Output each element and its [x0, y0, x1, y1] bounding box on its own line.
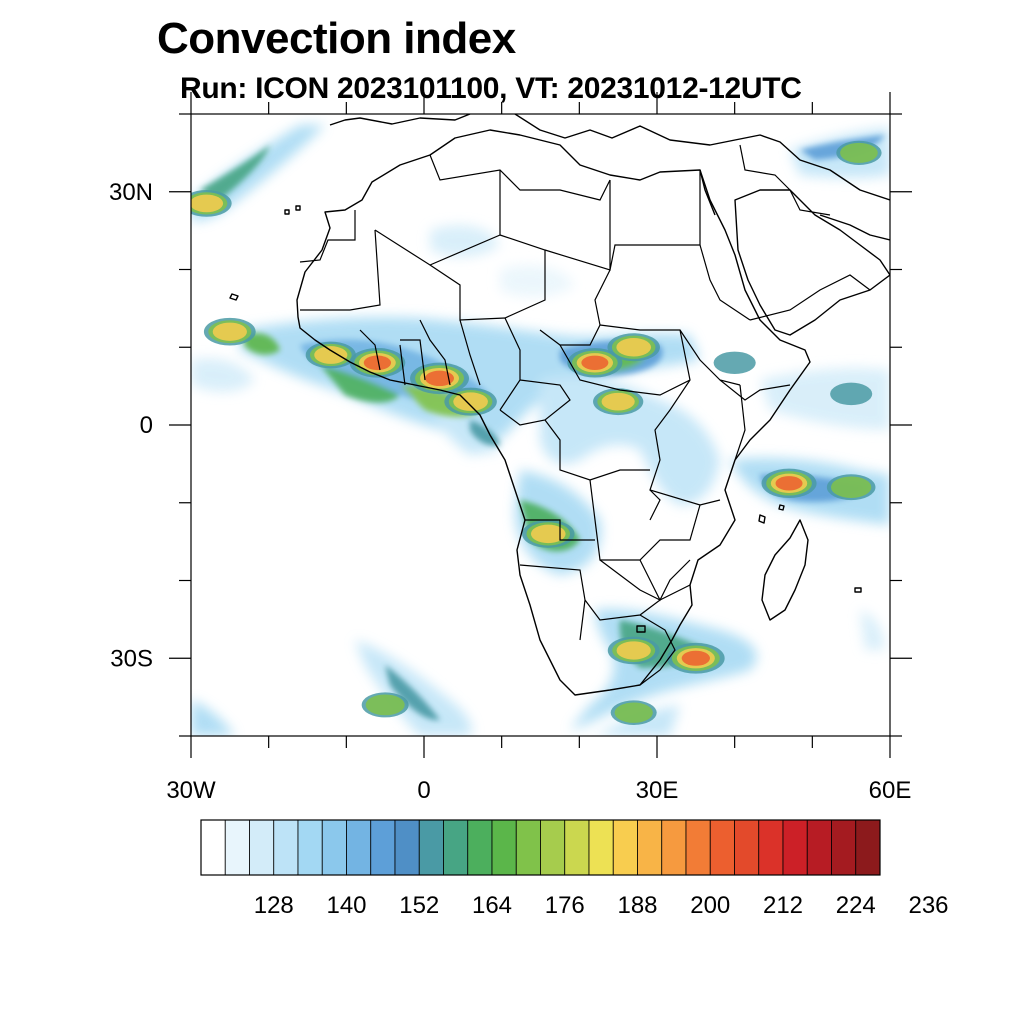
country-borders — [299, 144, 871, 686]
convection-hotspots — [191, 140, 882, 725]
colorbar-swatch — [588, 819, 614, 876]
colorbar-swatch — [661, 819, 687, 876]
colorbar-swatch — [709, 819, 735, 876]
hotspot — [607, 333, 660, 362]
colorbar-swatch — [540, 819, 566, 876]
hotspot — [713, 351, 756, 375]
hotspot — [830, 382, 873, 406]
hotspot — [567, 348, 623, 378]
colorbar-swatch — [321, 819, 347, 876]
coastlines — [229, 114, 890, 696]
colorbar-label: 164 — [472, 892, 512, 919]
hotspot-contour — [530, 524, 566, 544]
colorbar-label: 152 — [399, 892, 439, 919]
hotspot-contour — [425, 370, 454, 387]
lon-tick-label: 30W — [166, 777, 216, 804]
hotspot — [593, 388, 644, 416]
hotspot — [826, 474, 876, 501]
colorbar-swatch — [394, 819, 420, 876]
hotspot-contour — [365, 694, 405, 716]
colorbar-label: 236 — [908, 892, 948, 919]
colorbar-swatch — [564, 819, 590, 876]
hotspot — [836, 140, 882, 165]
colorbar-swatch — [855, 819, 881, 876]
chart-title: Convection index — [157, 14, 516, 63]
colorbar-swatch — [734, 819, 760, 876]
colorbar-label: 176 — [545, 892, 585, 919]
hotspot — [349, 347, 406, 378]
hotspot — [410, 362, 470, 395]
lon-tick-label: 0 — [417, 777, 430, 804]
hotspot-contour — [616, 641, 651, 660]
hotspot — [522, 519, 575, 548]
colorbar-swatch — [637, 819, 663, 876]
hotspot-contour — [830, 476, 872, 498]
hotspot — [203, 317, 256, 346]
colorbar-swatch — [491, 819, 517, 876]
colorbar-swatch — [224, 819, 250, 876]
hotspot-contour — [840, 142, 878, 163]
hotspot-contour — [775, 476, 803, 491]
colorbar-frame — [200, 819, 881, 876]
colorbar-swatch — [297, 819, 323, 876]
hotspot-contour — [713, 351, 756, 375]
hotspot-contour — [363, 355, 392, 371]
colorbar-swatch — [418, 819, 444, 876]
hotspot — [191, 190, 232, 217]
hotspot-contour — [212, 322, 247, 341]
colorbar-label: 140 — [326, 892, 366, 919]
colorbar-swatch — [273, 819, 299, 876]
hotspot — [610, 700, 657, 725]
lat-tick-label: 30S — [110, 645, 153, 672]
colorbar-swatch — [200, 819, 226, 876]
lon-tick-label: 60E — [869, 777, 912, 804]
colorbar-swatch — [443, 819, 469, 876]
colorbar-swatch — [612, 819, 638, 876]
hotspot — [666, 642, 725, 674]
hotspot — [607, 636, 660, 665]
hotspot-contour — [601, 392, 635, 411]
hotspot-contour — [314, 346, 348, 364]
colorbar-swatch — [806, 819, 832, 876]
hotspot — [361, 692, 409, 718]
hotspot-contour — [581, 355, 609, 370]
colorbar-label: 224 — [836, 892, 876, 919]
colorbar-swatch — [515, 819, 541, 876]
hotspot — [761, 468, 817, 499]
colorbar-swatch — [758, 819, 784, 876]
colorbar-swatch — [685, 819, 711, 876]
colorbar-label: 128 — [254, 892, 294, 919]
lat-tick-label: 0 — [140, 412, 153, 439]
convection-field — [191, 125, 890, 736]
lon-tick-label: 30E — [636, 777, 679, 804]
lat-tick-label: 30N — [109, 179, 153, 206]
hotspot-contour — [830, 382, 873, 406]
colorbar-swatch — [249, 819, 275, 876]
colorbar-swatch — [346, 819, 372, 876]
colorbar-swatch — [831, 819, 857, 876]
colorbar-swatch — [467, 819, 493, 876]
colorbar-swatch — [370, 819, 396, 876]
hotspot-contour — [191, 194, 224, 213]
colorbar-label: 212 — [763, 892, 803, 919]
hotspot-contour — [614, 702, 653, 723]
colorbar-label: 200 — [690, 892, 730, 919]
chart-subtitle: Run: ICON 2023101100, VT: 20231012-12UTC — [180, 72, 802, 105]
colorbar-label: 188 — [617, 892, 657, 919]
convection-fringe — [191, 125, 890, 736]
hotspot-contour — [681, 650, 710, 666]
colorbar-swatch — [782, 819, 808, 876]
hotspot-contour — [616, 338, 652, 357]
colorbar: 128 140 152 164 176 188 200 212 224 236 — [200, 819, 949, 919]
hotspot — [305, 341, 356, 369]
hotspot — [444, 387, 497, 416]
map-axes: 30N 0 30S 30W 0 30E 60E — [109, 92, 912, 804]
